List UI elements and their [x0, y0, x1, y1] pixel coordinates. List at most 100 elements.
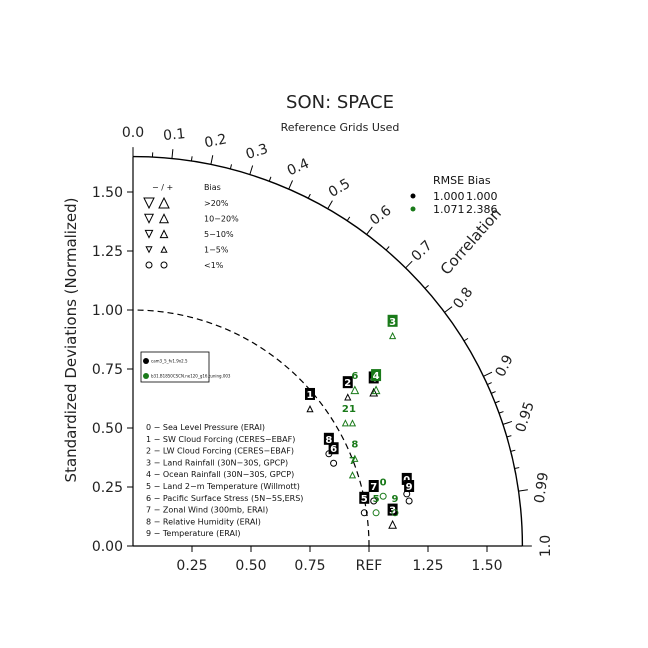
correlation-tick	[502, 420, 513, 425]
axes-group: 0.000.250.500.751.001.251.500.25 0.50 0.75…	[62, 155, 524, 574]
point-label-box	[401, 472, 412, 485]
correlation-minor-tick	[498, 411, 504, 414]
bias-legend: − / + Bias >20% 10−20% 5−10% 1−5% <1%	[143, 183, 239, 270]
point-label: 1	[307, 390, 314, 401]
data-point: 7	[368, 480, 379, 505]
point-label: 8	[351, 440, 358, 451]
rmse-legend-header: RMSE Bias	[433, 174, 491, 187]
chart-subtitle: Reference Grids Used	[281, 121, 400, 134]
data-point: 5	[372, 494, 380, 517]
down-triangle-icon	[144, 229, 154, 239]
point-triangle-marker	[351, 454, 359, 462]
correlation-tick-label: 0.2	[203, 131, 228, 151]
point-label-box	[387, 314, 398, 327]
point-label: 2	[344, 378, 351, 389]
data-point: 2	[342, 376, 353, 401]
correlation-minor-tick	[346, 216, 351, 222]
data-point: 2	[341, 404, 350, 427]
case-legend-marker	[143, 373, 149, 379]
correlation-minor-tick	[463, 337, 469, 342]
data-point: 8	[323, 432, 334, 458]
correlation-minor-tick	[385, 246, 390, 251]
circle-icon	[160, 261, 168, 269]
data-point: 6	[350, 371, 360, 395]
point-circle-marker	[370, 497, 378, 505]
case-legend-label: cam3_5_fv1.9x2.5	[151, 359, 188, 364]
correlation-tick-label: 0.7	[409, 238, 436, 265]
y-tick-label: 1.00	[92, 303, 123, 319]
correlation-tick-label: 1.0	[538, 535, 554, 557]
case-legend: cam3_5_fv1.9x2.5 b31.B1850CSCN.ne120_g16.…	[140, 351, 231, 383]
up-triangle-icon	[159, 229, 169, 239]
correlation-minor-tick	[268, 176, 272, 182]
point-triangle-marker	[341, 419, 350, 427]
point-label: 6	[330, 444, 337, 455]
y-tick-label: 0.25	[92, 480, 123, 496]
x-tick-label: 0.50	[235, 558, 266, 574]
y-tick-label: 1.50	[92, 185, 123, 201]
point-triangle-marker	[344, 393, 352, 401]
correlation-tick	[405, 260, 413, 269]
correlation-tick	[171, 149, 174, 159]
data-point: 3	[387, 314, 398, 340]
point-triangle-marker	[348, 419, 357, 427]
correlation-tick-label: 0.6	[367, 202, 394, 228]
variable-legend-item: 8 − Relative Humidity (ERAI)	[146, 517, 261, 526]
bias-legend-label: <1%	[204, 261, 224, 270]
point-label-box	[371, 369, 382, 382]
case-legend-box	[140, 351, 210, 383]
point-label: 7	[370, 482, 377, 493]
data-point: 9	[391, 494, 399, 517]
point-label-box	[359, 491, 370, 504]
correlation-tick	[483, 371, 493, 377]
down-triangle-icon	[143, 213, 155, 224]
data-point: 1	[305, 387, 315, 413]
correlation-tick	[327, 200, 333, 210]
rmse-legend-dot	[410, 193, 416, 199]
up-triangle-icon	[158, 196, 170, 209]
bias-legend-label: 1−5%	[204, 246, 229, 255]
bias-legend-label: >20%	[204, 199, 229, 208]
correlation-minor-tick	[514, 467, 520, 470]
rmse-legend-rmse: 1.071	[433, 203, 465, 216]
correlation-tick-label: 0.99	[532, 471, 552, 504]
y-tick-label: 0.00	[92, 539, 123, 555]
correlation-tick-label: 0.1	[162, 126, 186, 144]
rmse-legend-rmse: 1.000	[433, 190, 465, 203]
down-triangle-icon	[143, 197, 155, 210]
up-triangle-icon	[158, 213, 170, 224]
data-point: 6	[328, 442, 339, 467]
y-tick-label: 0.75	[92, 362, 123, 378]
point-circle-marker	[379, 492, 387, 500]
chart-title: SON: SPACE	[286, 92, 394, 113]
point-circle-marker	[405, 497, 413, 505]
point-circle-marker	[360, 509, 368, 517]
point-label: 5	[361, 494, 368, 505]
correlation-minor-tick	[229, 164, 233, 170]
correlation-tick-label: 0.95	[513, 400, 538, 435]
point-triangle-marker	[388, 331, 397, 340]
point-label: 5	[373, 494, 380, 505]
data-point: 0	[379, 477, 387, 500]
correlation-tick-label: 0.8	[450, 284, 476, 311]
circle-icon	[145, 261, 153, 269]
variable-legend-item: 9 − Temperature (ERAI)	[146, 529, 240, 538]
bias-legend-sign-header: − / +	[152, 183, 173, 192]
y-tick-label: 0.50	[92, 421, 123, 437]
correlation-minor-tick	[487, 382, 492, 386]
variable-legend-item: 7 − Zonal Wind (300mb, ERAI)	[146, 506, 268, 515]
point-circle-marker	[330, 459, 338, 467]
point-circle-marker	[391, 509, 399, 517]
x-tick-label: 1.25	[412, 558, 443, 574]
case-legend-label: b31.B1850CSCN.ne120_g16.tuning.003	[151, 374, 231, 379]
variable-legend-item: 5 − Land 2−m Temperature (Willmott)	[146, 482, 300, 491]
point-label: 1	[349, 404, 356, 415]
up-triangle-icon	[160, 245, 168, 253]
x-tick-label: 0.75	[294, 558, 325, 574]
data-point: 9	[404, 480, 415, 505]
point-label-box	[368, 480, 379, 492]
correlation-minor-tick	[190, 156, 193, 162]
data-point: 4	[371, 369, 382, 395]
